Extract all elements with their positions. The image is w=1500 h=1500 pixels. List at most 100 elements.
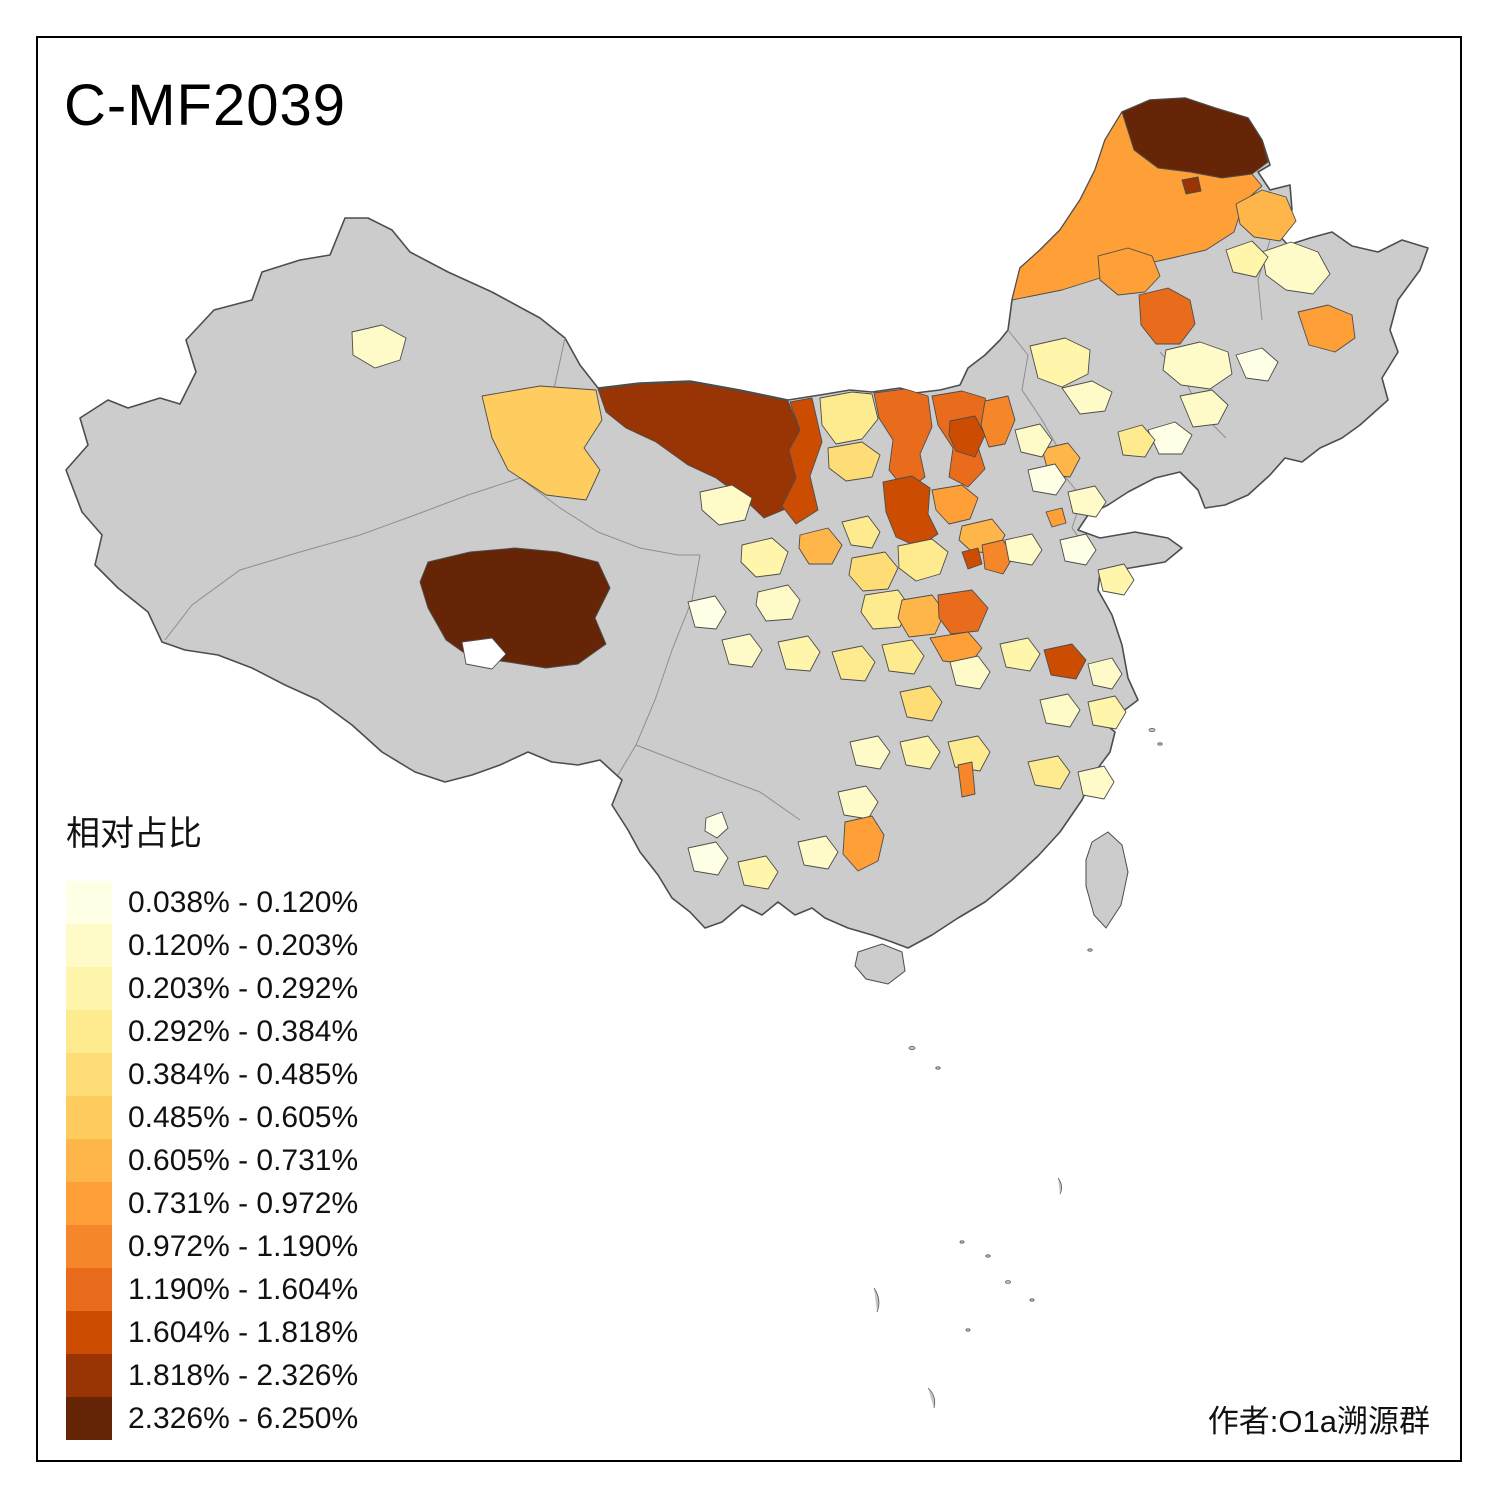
legend-rows: 0.038% - 0.120% 0.120% - 0.203% 0.203% - 0… bbox=[66, 881, 358, 1440]
map-region bbox=[687, 595, 727, 630]
map-region bbox=[881, 639, 925, 675]
map-region bbox=[1059, 533, 1097, 566]
map-region bbox=[1261, 241, 1331, 295]
legend-row: 0.384% - 0.485% bbox=[66, 1053, 358, 1096]
map-region bbox=[1014, 423, 1053, 458]
islands bbox=[854, 831, 1129, 985]
island-speck bbox=[1148, 728, 1156, 733]
map-region bbox=[419, 547, 611, 669]
map-region bbox=[721, 633, 763, 668]
legend: 相对占比 0.038% - 0.120% 0.120% - 0.203% 0.203… bbox=[66, 806, 358, 1440]
legend-swatch bbox=[66, 967, 112, 1010]
map-region bbox=[1162, 341, 1233, 390]
map-region bbox=[957, 761, 976, 798]
mainland-shape bbox=[65, 97, 1429, 949]
hainan-island bbox=[854, 943, 906, 985]
map-region bbox=[899, 685, 943, 722]
taiwan-island bbox=[1085, 831, 1129, 929]
map-region bbox=[1147, 421, 1193, 455]
legend-row: 0.485% - 0.605% bbox=[66, 1096, 358, 1139]
legend-label: 0.731% - 0.972% bbox=[128, 1186, 359, 1220]
map-region bbox=[981, 539, 1014, 575]
legend-label: 0.038% - 0.120% bbox=[128, 885, 359, 919]
map-region bbox=[827, 441, 881, 482]
legend-swatch bbox=[66, 1182, 112, 1225]
island-speck bbox=[985, 1254, 991, 1258]
province-border-line bbox=[617, 554, 701, 776]
map-region bbox=[1061, 380, 1113, 415]
map-region bbox=[947, 735, 991, 772]
map-region bbox=[1235, 347, 1279, 382]
map-region bbox=[1077, 765, 1115, 800]
map-region bbox=[1181, 176, 1202, 195]
legend-label: 1.604% - 1.818% bbox=[128, 1315, 359, 1349]
map-region bbox=[897, 594, 946, 638]
map-region bbox=[999, 637, 1041, 672]
map-region bbox=[777, 635, 821, 672]
map-region bbox=[1039, 693, 1081, 728]
legend-label: 0.203% - 0.292% bbox=[128, 971, 359, 1005]
map-region bbox=[980, 395, 1016, 448]
map-region bbox=[848, 551, 899, 592]
island-arc bbox=[873, 1287, 880, 1313]
map-region bbox=[961, 547, 983, 570]
legend-row: 0.605% - 0.731% bbox=[66, 1139, 358, 1182]
province-border-line bbox=[635, 744, 801, 821]
map-region bbox=[1087, 695, 1127, 730]
map-region bbox=[1225, 240, 1269, 278]
legend-row: 0.731% - 0.972% bbox=[66, 1182, 358, 1225]
map-region bbox=[937, 589, 989, 635]
map-region bbox=[849, 735, 891, 770]
island-speck bbox=[935, 1066, 941, 1070]
legend-title: 相对占比 bbox=[66, 815, 202, 853]
map-region bbox=[882, 475, 939, 548]
province-border-line bbox=[1007, 329, 1059, 449]
legend-row: 1.604% - 1.818% bbox=[66, 1311, 358, 1354]
legend-label: 0.120% - 0.203% bbox=[128, 928, 359, 962]
island-speck bbox=[959, 1240, 965, 1244]
legend-row: 0.120% - 0.203% bbox=[66, 924, 358, 967]
map-region bbox=[1067, 485, 1107, 518]
legend-swatch bbox=[66, 1397, 112, 1440]
attribution: 作者:O1a溯源群 bbox=[1207, 1404, 1430, 1439]
legend-swatch bbox=[66, 1311, 112, 1354]
legend-label: 0.605% - 0.731% bbox=[128, 1143, 359, 1177]
map-region bbox=[740, 537, 789, 578]
legend-label: 0.485% - 0.605% bbox=[128, 1100, 359, 1134]
island-arc bbox=[927, 1387, 936, 1409]
legend-label: 2.326% - 6.250% bbox=[128, 1401, 359, 1435]
map-region bbox=[461, 637, 507, 670]
map-region bbox=[1097, 247, 1161, 296]
map-region bbox=[831, 645, 876, 682]
map-region bbox=[841, 515, 881, 549]
legend-swatch bbox=[66, 1096, 112, 1139]
map-region bbox=[899, 735, 941, 770]
map-region bbox=[1117, 424, 1156, 458]
legend-swatch bbox=[66, 1139, 112, 1182]
plot-title: C-MF2039 bbox=[64, 73, 346, 138]
legend-label: 1.818% - 2.326% bbox=[128, 1358, 359, 1392]
map-region bbox=[1045, 507, 1067, 528]
map-region bbox=[687, 841, 729, 876]
map-region bbox=[1027, 755, 1071, 790]
map-region bbox=[781, 397, 823, 525]
legend-row: 1.190% - 1.604% bbox=[66, 1268, 358, 1311]
legend-swatch bbox=[66, 1268, 112, 1311]
island-speck bbox=[1087, 948, 1093, 952]
map-region bbox=[860, 589, 911, 630]
island-speck bbox=[1029, 1298, 1035, 1302]
mainland-outline bbox=[65, 97, 1429, 949]
legend-swatch bbox=[66, 881, 112, 924]
map-region bbox=[1043, 643, 1087, 680]
legend-label: 0.384% - 0.485% bbox=[128, 1057, 359, 1091]
map-region bbox=[1097, 563, 1135, 596]
legend-swatch bbox=[66, 1010, 112, 1053]
map-region bbox=[797, 835, 839, 870]
prefecture-regions bbox=[351, 97, 1356, 890]
map-region bbox=[1004, 533, 1043, 566]
map-region bbox=[948, 415, 986, 458]
legend-row: 0.292% - 0.384% bbox=[66, 1010, 358, 1053]
legend-swatch bbox=[66, 1354, 112, 1397]
island-speck bbox=[908, 1046, 916, 1051]
